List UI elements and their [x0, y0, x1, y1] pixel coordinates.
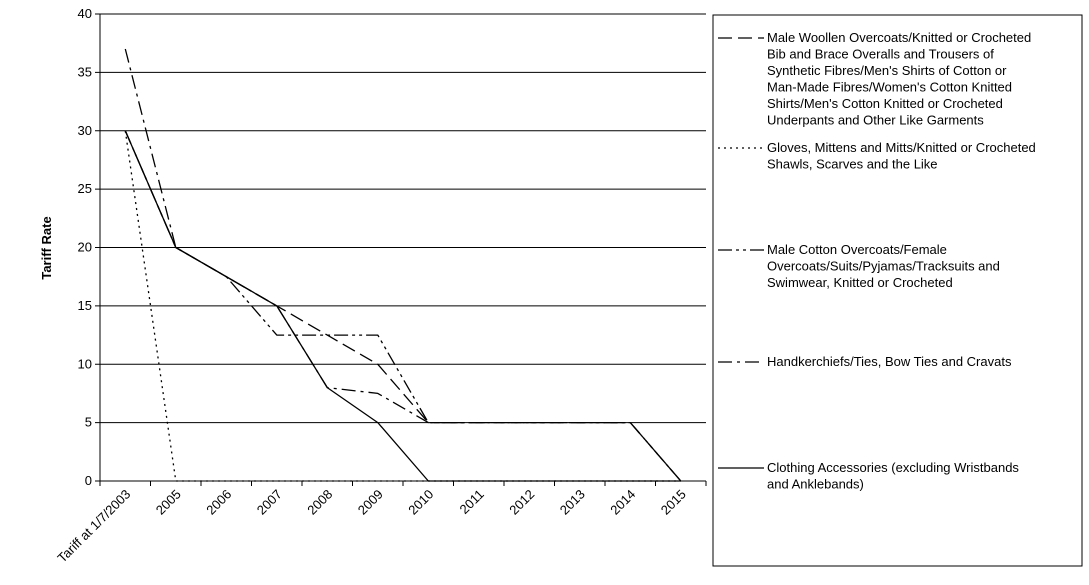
legend-label-4: Clothing Accessories (excluding Wristban… — [767, 460, 1019, 475]
y-axis-ticks: 0 5 10 15 20 25 30 35 40 — [78, 6, 100, 488]
y-tick-label: 25 — [78, 181, 92, 196]
x-tick-label: Tariff at 1/7/2003 — [54, 487, 133, 566]
y-tick-label: 5 — [85, 415, 92, 430]
y-tick-label: 40 — [78, 6, 92, 21]
x-tick-label: 2013 — [557, 487, 588, 518]
x-tick-label: 2015 — [658, 487, 689, 518]
grid-lines — [100, 13, 706, 424]
x-tick-label: 2011 — [456, 487, 486, 517]
x-tick-label: 2007 — [254, 487, 285, 518]
legend-label-0: Man-Made Fibres/Women's Cotton Knitted — [767, 80, 1012, 95]
axes — [99, 14, 706, 482]
legend-label-0: Underpants and Other Like Garments — [767, 113, 984, 128]
x-tick-label: 2014 — [607, 487, 638, 518]
legend-label-2: Swimwear, Knitted or Crocheted — [767, 275, 953, 290]
legend-label-2: Male Cotton Overcoats/Female — [767, 242, 947, 257]
y-tick-label: 35 — [78, 64, 92, 79]
y-tick-label: 10 — [78, 356, 92, 371]
x-tick-label: 2012 — [506, 487, 537, 518]
y-tick-label: 0 — [85, 473, 92, 488]
legend-label-3: Handkerchiefs/Ties, Bow Ties and Cravats — [767, 354, 1012, 369]
legend-label-1: Shawls, Scarves and the Like — [767, 157, 938, 172]
legend-label-0: Synthetic Fibres/Men's Shirts of Cotton … — [767, 63, 1007, 78]
legend-label-0: Male Woollen Overcoats/Knitted or Croche… — [767, 30, 1031, 45]
x-tick-label: 2008 — [304, 487, 335, 518]
series-line-3 — [124, 48, 682, 482]
legend-box — [712, 14, 1083, 567]
y-tick-label: 30 — [78, 123, 92, 138]
legend-label-0: Shirts/Men's Cotton Knitted or Crocheted — [767, 96, 1003, 111]
legend-label-4: and Anklebands) — [767, 477, 864, 492]
legend-label-2: Overcoats/Suits/Pyjamas/Tracksuits and — [767, 259, 1000, 274]
x-tick-label: 2010 — [405, 487, 436, 518]
x-tick-label: 2006 — [203, 487, 234, 518]
x-axis-ticks: Tariff at 1/7/2003 2005 2006 2007 2008 2009 20… — [54, 481, 707, 566]
y-axis-label: Tariff Rate — [39, 216, 54, 279]
y-tick-label: 15 — [78, 298, 92, 313]
legend: Male Woollen Overcoats/Knitted or Croche… — [712, 14, 1083, 567]
series-lines — [124, 48, 682, 482]
legend-label-1: Gloves, Mittens and Mitts/Knitted or Cro… — [767, 140, 1036, 155]
x-tick-label: 2005 — [153, 487, 184, 518]
legend-label-0: Bib and Brace Overalls and Trousers of — [767, 47, 994, 62]
x-tick-label: 2009 — [355, 487, 386, 518]
y-tick-label: 20 — [78, 240, 92, 255]
